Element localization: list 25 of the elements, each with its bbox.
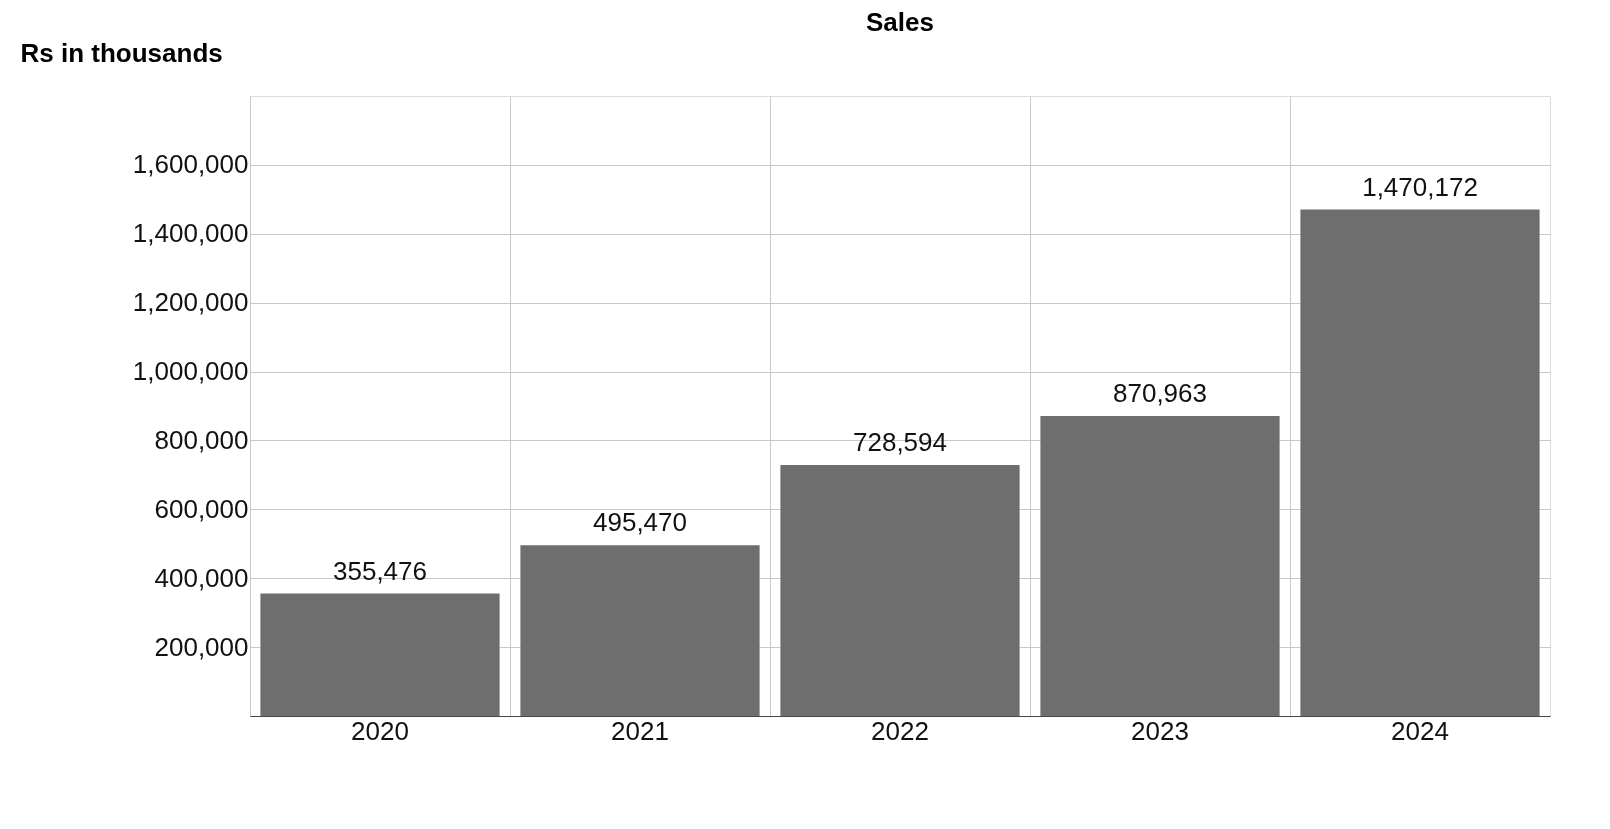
y-tick-label: 1,000,000	[132, 356, 249, 387]
x-tick-label: 2021	[611, 715, 669, 746]
x-tick-label: 2024	[1391, 715, 1449, 746]
y-tick-label: 400,000	[154, 562, 249, 593]
data-label: 728,594	[853, 427, 947, 458]
y-tick-label: 800,000	[154, 424, 249, 455]
y-tick-label: 1,400,000	[132, 218, 249, 249]
chart-title: Sales	[866, 7, 934, 37]
data-label: 495,470	[593, 507, 687, 538]
data-label: 355,476	[333, 555, 427, 586]
bar	[1300, 209, 1540, 716]
y-tick-label: 200,000	[154, 631, 249, 662]
data-label: 1,470,172	[1362, 171, 1478, 202]
y-tick-label: 1,600,000	[132, 149, 249, 180]
x-tick-label: 2020	[351, 715, 409, 746]
y-tick-label: 1,200,000	[132, 287, 249, 318]
bar	[260, 593, 500, 716]
y-axis-title: Rs in thousands	[20, 37, 223, 68]
data-label: 870,963	[1113, 378, 1207, 408]
bar	[1040, 416, 1280, 716]
x-tick-label: 2022	[871, 715, 929, 746]
bar	[780, 465, 1020, 716]
bar	[520, 545, 760, 716]
x-tick-label: 2023	[1131, 715, 1189, 746]
y-tick-label: 600,000	[154, 493, 249, 524]
